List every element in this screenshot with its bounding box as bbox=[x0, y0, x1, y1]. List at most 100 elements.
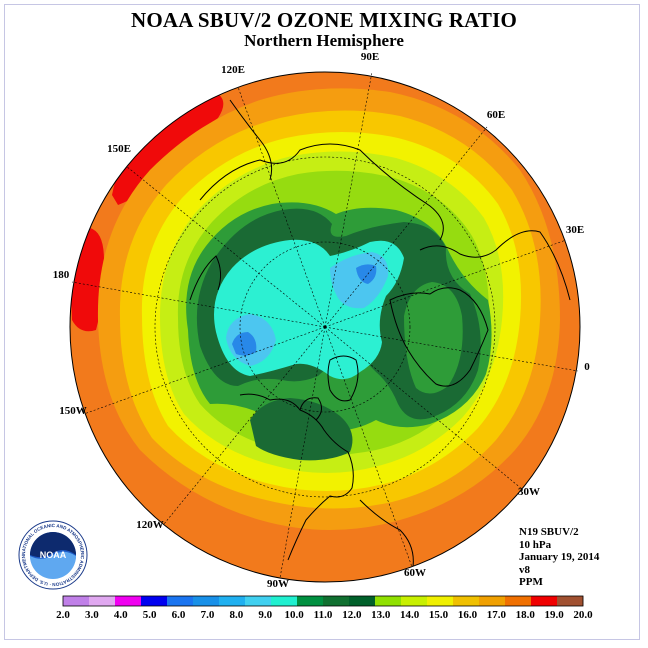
colorbar-swatch bbox=[141, 596, 168, 606]
colorbar-swatch bbox=[505, 596, 532, 606]
colorbar-labels: 2.0 3.0 4.0 5.0 6.0 7.0 8.0 9.0 10.0 11.0 12.0 13.0… bbox=[56, 609, 593, 621]
algorithm-version: v8 bbox=[519, 563, 530, 576]
coastlines bbox=[189, 99, 571, 581]
meridian-180 bbox=[71, 281, 326, 328]
contour-band-18-19-top bbox=[112, 92, 224, 205]
lon-label-120e: 120E bbox=[221, 64, 245, 76]
coastline-bering bbox=[189, 255, 222, 301]
meridian-90w bbox=[279, 326, 326, 579]
colorbar-label: 7.0 bbox=[201, 609, 215, 621]
colorbar-label: 14.0 bbox=[400, 609, 420, 621]
colorbar-label: 15.0 bbox=[429, 609, 449, 621]
logo-noaa-text: NOAA bbox=[40, 550, 67, 560]
noaa-logo: NATIONAL OCEANIC AND ATMOSPHERIC ADMINIS… bbox=[18, 520, 88, 590]
colorbar-label: 4.0 bbox=[114, 609, 128, 621]
colorbar-label: 17.0 bbox=[487, 609, 507, 621]
lon-label-90w: 90W bbox=[267, 578, 289, 590]
map-subtitle: Northern Hemisphere bbox=[244, 31, 404, 50]
coastline-north-america bbox=[239, 393, 354, 561]
colorbar-swatch bbox=[401, 596, 428, 606]
colorbar-swatch bbox=[193, 596, 220, 606]
colorbar-swatch bbox=[427, 596, 454, 606]
coastline-europe bbox=[389, 287, 489, 387]
coastline-hudson-bay bbox=[299, 397, 322, 421]
colorbar-swatch bbox=[63, 596, 90, 606]
coastline-asia-north bbox=[199, 143, 444, 241]
colorbar-label: 18.0 bbox=[516, 609, 536, 621]
colorbar-label: 20.0 bbox=[573, 609, 593, 621]
meridian-30e bbox=[324, 239, 567, 328]
colorbar-label: 6.0 bbox=[172, 609, 186, 621]
meridian-120e bbox=[237, 86, 326, 328]
colorbar-swatch bbox=[531, 596, 558, 606]
meridian-120w bbox=[163, 326, 326, 525]
colorbar-label: 5.0 bbox=[143, 609, 157, 621]
colorbar-label: 19.0 bbox=[544, 609, 564, 621]
meridian-30w bbox=[324, 326, 523, 490]
colorbar-outline bbox=[62, 595, 584, 607]
colorbar-swatch bbox=[219, 596, 246, 606]
colorbar-swatches bbox=[63, 596, 584, 606]
map-title: NOAA SBUV/2 OZONE MIXING RATIO bbox=[131, 8, 517, 32]
colorbar-label: 13.0 bbox=[371, 609, 391, 621]
colorbar-label: 11.0 bbox=[314, 609, 333, 621]
logo-bird-shape bbox=[30, 532, 76, 558]
meridian-0 bbox=[324, 326, 579, 372]
coastline-east-asia bbox=[229, 99, 273, 181]
units: PPM bbox=[519, 576, 543, 588]
colorbar-label: 3.0 bbox=[85, 609, 99, 621]
lon-label-30w: 30W bbox=[518, 486, 540, 498]
lon-label-180: 180 bbox=[53, 269, 70, 281]
coastline-greenland bbox=[327, 355, 359, 402]
meridian-150w bbox=[83, 326, 326, 415]
logo-lower-disk bbox=[30, 551, 76, 579]
product-info: N19 SBUV/2 10 hPa January 19, 2014 v8 PP… bbox=[519, 526, 599, 589]
colorbar-swatch bbox=[271, 596, 298, 606]
colorbar-swatch bbox=[323, 596, 350, 606]
coastline-south-america bbox=[359, 499, 414, 581]
lon-label-0: 0 bbox=[584, 361, 590, 373]
lon-label-60w: 60W bbox=[404, 567, 426, 579]
latitude-circle-30 bbox=[154, 156, 496, 498]
colorbar bbox=[62, 595, 584, 607]
colorbar-swatch bbox=[453, 596, 480, 606]
colorbar-swatch bbox=[115, 596, 142, 606]
colorbar-swatch bbox=[479, 596, 506, 606]
colorbar-swatch bbox=[89, 596, 116, 606]
colorbar-swatch bbox=[297, 596, 324, 606]
colorbar-swatch bbox=[245, 596, 272, 606]
pressure-level: 10 hPa bbox=[519, 538, 552, 551]
colorbar-swatch bbox=[557, 596, 584, 606]
latitude-circle-60 bbox=[239, 241, 411, 413]
image-frame bbox=[4, 4, 640, 640]
lon-label-150e: 150E bbox=[107, 143, 131, 155]
colorbar-swatch bbox=[375, 596, 402, 606]
lon-label-90e: 90E bbox=[361, 51, 379, 63]
meridian-60w bbox=[324, 326, 413, 568]
contour-band-7-8-west bbox=[232, 332, 257, 356]
lon-label-120w: 120W bbox=[136, 519, 164, 531]
lon-label-30e: 30E bbox=[566, 224, 584, 236]
lon-label-150w: 150W bbox=[59, 405, 87, 417]
meridian-90e bbox=[324, 71, 373, 328]
observation-date: January 19, 2014 bbox=[519, 551, 600, 563]
colorbar-label: 2.0 bbox=[56, 609, 70, 621]
lon-label-60e: 60E bbox=[487, 109, 505, 121]
colorbar-label: 12.0 bbox=[342, 609, 362, 621]
colorbar-label: 9.0 bbox=[258, 609, 272, 621]
meridian-60e bbox=[324, 126, 488, 328]
colorbar-label: 10.0 bbox=[284, 609, 304, 621]
colorbar-swatch bbox=[167, 596, 194, 606]
satellite-instrument: N19 SBUV/2 bbox=[519, 526, 579, 538]
longitude-labels: 90E 60E 30E 0 30W 60W 90W 120W 150W 180 … bbox=[53, 51, 591, 590]
contour-band-7-8-north bbox=[356, 264, 377, 284]
coastline-africa-asia bbox=[419, 230, 571, 301]
colorbar-label: 16.0 bbox=[458, 609, 478, 621]
hemisphere-outline bbox=[69, 71, 581, 583]
contour-band-10-11-americas bbox=[250, 398, 353, 461]
graticule bbox=[71, 71, 579, 579]
meridian-150e bbox=[125, 165, 326, 328]
colorbar-label: 8.0 bbox=[229, 609, 243, 621]
